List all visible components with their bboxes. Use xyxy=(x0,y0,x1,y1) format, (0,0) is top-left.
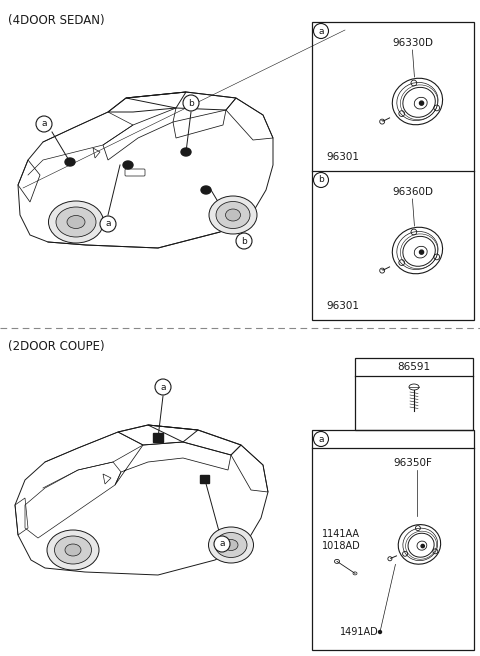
Text: 96350F: 96350F xyxy=(393,458,432,468)
Text: b: b xyxy=(188,98,194,108)
Text: (4DOOR SEDAN): (4DOOR SEDAN) xyxy=(8,14,105,27)
Ellipse shape xyxy=(201,186,211,194)
Text: 96360D: 96360D xyxy=(392,187,433,197)
Text: a: a xyxy=(41,119,47,129)
Circle shape xyxy=(420,101,423,105)
Text: b: b xyxy=(318,176,324,184)
Text: 1491AD: 1491AD xyxy=(340,627,379,637)
Text: a: a xyxy=(160,382,166,392)
Circle shape xyxy=(313,24,328,39)
Text: a: a xyxy=(219,539,225,548)
Bar xyxy=(355,358,473,430)
Circle shape xyxy=(155,379,171,395)
Ellipse shape xyxy=(48,201,104,243)
Circle shape xyxy=(183,95,199,111)
Ellipse shape xyxy=(65,544,81,556)
Text: 86591: 86591 xyxy=(397,362,431,372)
Text: b: b xyxy=(241,237,247,245)
Text: (2DOOR COUPE): (2DOOR COUPE) xyxy=(8,340,105,353)
Text: a: a xyxy=(318,26,324,35)
Circle shape xyxy=(421,544,424,548)
Circle shape xyxy=(36,116,52,132)
Ellipse shape xyxy=(65,158,75,166)
Circle shape xyxy=(379,630,382,634)
Text: a: a xyxy=(105,220,111,228)
Text: a: a xyxy=(318,434,324,443)
Circle shape xyxy=(214,536,230,552)
Circle shape xyxy=(420,250,423,254)
Ellipse shape xyxy=(47,530,99,570)
Ellipse shape xyxy=(55,536,92,564)
Ellipse shape xyxy=(181,148,191,156)
Text: 96330D: 96330D xyxy=(392,38,433,48)
Text: 96301: 96301 xyxy=(326,301,359,311)
Circle shape xyxy=(313,173,328,188)
Circle shape xyxy=(236,233,252,249)
Ellipse shape xyxy=(67,216,85,228)
Bar xyxy=(153,433,163,442)
Ellipse shape xyxy=(209,196,257,234)
Text: 96301: 96301 xyxy=(326,152,359,162)
Ellipse shape xyxy=(224,539,238,550)
Bar xyxy=(312,430,474,650)
Bar xyxy=(312,22,474,320)
Bar xyxy=(200,475,209,483)
Circle shape xyxy=(100,216,116,232)
Ellipse shape xyxy=(216,201,250,228)
Ellipse shape xyxy=(123,161,133,169)
Ellipse shape xyxy=(226,209,240,221)
Ellipse shape xyxy=(56,207,96,237)
Text: 1141AA: 1141AA xyxy=(322,529,360,539)
Ellipse shape xyxy=(215,533,247,558)
Text: 1018AD: 1018AD xyxy=(322,541,361,552)
Circle shape xyxy=(313,432,328,447)
Ellipse shape xyxy=(208,527,253,563)
